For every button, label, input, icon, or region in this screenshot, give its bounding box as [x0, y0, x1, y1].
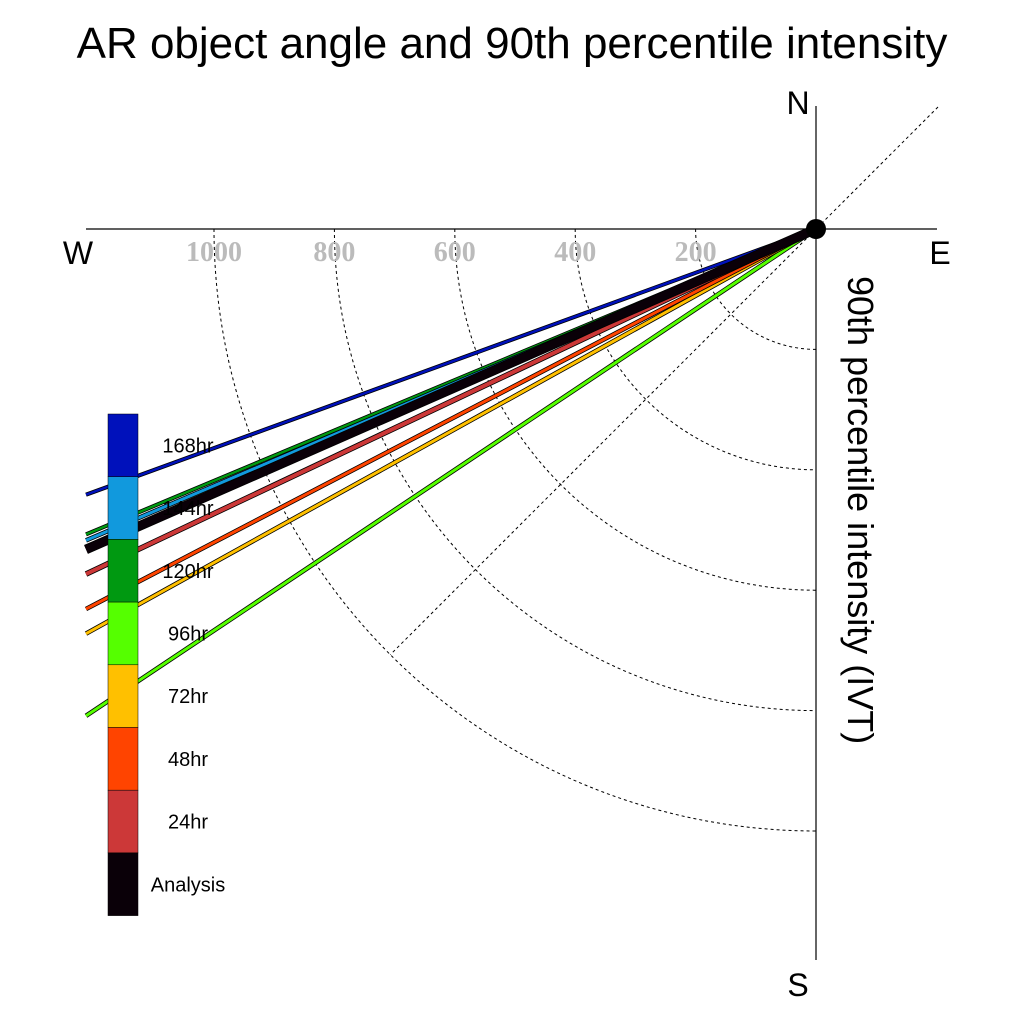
grid-arc: [574, 228, 817, 471]
legend-swatch-120hr: [107, 539, 139, 603]
series-line-analysis: [84, 225, 818, 554]
radial-tick-label: 1000: [186, 237, 242, 268]
radial-tick-label: 800: [313, 237, 355, 268]
polar-grid: [213, 106, 939, 832]
grid-arc: [454, 228, 817, 591]
compass-east: E: [929, 235, 950, 271]
legend-label-144hr: 144hr: [162, 498, 213, 520]
legend-swatch-24hr: [107, 789, 139, 854]
grid-arc: [695, 228, 817, 350]
legend-label-168hr: 168hr: [162, 435, 213, 457]
series-line-72hr: [85, 227, 817, 635]
legend-swatch-72hr: [107, 664, 139, 728]
compass-south: S: [787, 967, 808, 1003]
series-line-96hr: [85, 227, 817, 718]
radial-tick-label: 200: [675, 237, 717, 268]
legend-label-120hr: 120hr: [162, 561, 213, 583]
legend-label-48hr: 48hr: [168, 749, 208, 771]
chart-title: AR object angle and 90th percentile inte…: [77, 19, 948, 68]
series-line-168hr: [85, 227, 817, 496]
legend-label-96hr: 96hr: [168, 623, 208, 645]
legend-swatch-analysis: [107, 852, 139, 916]
grid-arc: [213, 228, 817, 832]
legend-swatch-144hr: [107, 476, 139, 540]
legend-swatch-48hr: [107, 727, 139, 791]
legend-swatch-168hr: [107, 413, 139, 477]
series-lines: [84, 224, 818, 718]
legend-label-72hr: 72hr: [168, 686, 208, 708]
series-line-48hr: [85, 227, 817, 611]
legend: 168hr 144hr 120hr 96hr 72hr 48hr 24hr Analysis: [107, 413, 225, 916]
y-axis-label: 90th percentile intensity (IVT): [840, 276, 881, 744]
compass-axes: [86, 106, 937, 960]
radial-tick-label: 400: [554, 237, 596, 268]
origin-marker: [806, 219, 826, 239]
compass-west: W: [63, 235, 94, 271]
legend-swatch-96hr: [107, 601, 139, 666]
radial-tick-label: 600: [434, 237, 476, 268]
compass-north: N: [786, 85, 809, 121]
legend-label-analysis: Analysis: [151, 874, 225, 896]
legend-label-24hr: 24hr: [168, 812, 208, 834]
radial-tick-labels: 200 400 600 800 1000: [186, 237, 717, 268]
